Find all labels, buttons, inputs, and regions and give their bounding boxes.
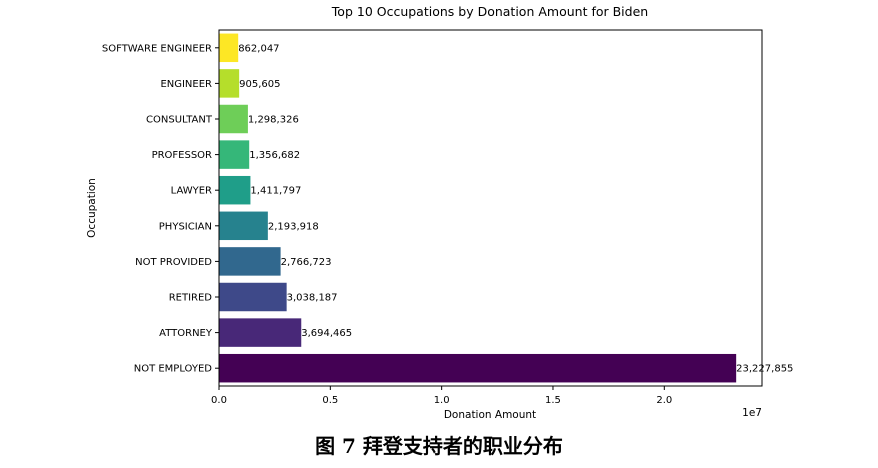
x-tick-label: 0.5	[322, 395, 338, 406]
bar	[219, 33, 239, 63]
bar	[219, 175, 251, 205]
x-tick-label: 1.5	[545, 395, 561, 406]
x-ticks: 0.0 0.5 1.0 1.5 2.0	[211, 386, 672, 406]
data-label: 862,047	[238, 43, 279, 54]
bars-group	[219, 33, 737, 383]
y-tick-label: ATTORNEY	[159, 328, 213, 339]
y-tick-label: ENGINEER	[160, 79, 212, 90]
data-label: 3,694,465	[301, 328, 352, 339]
bar	[219, 104, 248, 134]
bar	[219, 69, 240, 98]
x-tick-label: 0.0	[211, 395, 227, 406]
chart-title: Top 10 Occupations by Donation Amount fo…	[331, 4, 648, 19]
y-tick-label: PHYSICIAN	[159, 221, 212, 232]
bar	[219, 140, 250, 169]
data-label: 2,193,918	[268, 221, 319, 232]
x-axis-label: Donation Amount	[444, 409, 536, 421]
data-label: 1,356,682	[249, 150, 300, 161]
y-tick-label: RETIRED	[169, 293, 213, 304]
bar	[219, 211, 268, 241]
y-tick-label: CONSULTANT	[146, 115, 213, 126]
figure-caption: 图 7 拜登支持者的职业分布	[315, 434, 563, 458]
data-label: 1,411,797	[250, 186, 301, 197]
data-label: 1,298,326	[248, 115, 299, 126]
data-label: 905,605	[239, 79, 280, 90]
plot-frame	[218, 29, 763, 387]
y-tick-label: PROFESSOR	[152, 150, 212, 161]
x-tick-label: 1.0	[434, 395, 450, 406]
data-label: 3,038,187	[287, 293, 338, 304]
y-tick-label: NOT PROVIDED	[135, 257, 212, 268]
bar	[219, 353, 737, 383]
data-label: 2,766,723	[281, 257, 332, 268]
y-tick-labels: NOT EMPLOYED ATTORNEY RETIRED NOT PROVIDED P…	[102, 43, 219, 375]
y-tick-label: NOT EMPLOYED	[134, 364, 213, 375]
value-labels: 23,227,855 3,694,465 3,038,187 2,766,723 2,1…	[238, 43, 793, 374]
data-label: 23,227,855	[736, 364, 793, 375]
x-scale-label: 1e7	[742, 407, 762, 419]
bar	[219, 282, 287, 312]
y-axis-label: Occupation	[86, 178, 98, 238]
y-tick-label: LAWYER	[171, 186, 212, 197]
bar	[219, 318, 302, 347]
x-tick-label: 2.0	[656, 395, 672, 406]
bar	[219, 247, 281, 276]
y-tick-label: SOFTWARE ENGINEER	[102, 43, 212, 54]
